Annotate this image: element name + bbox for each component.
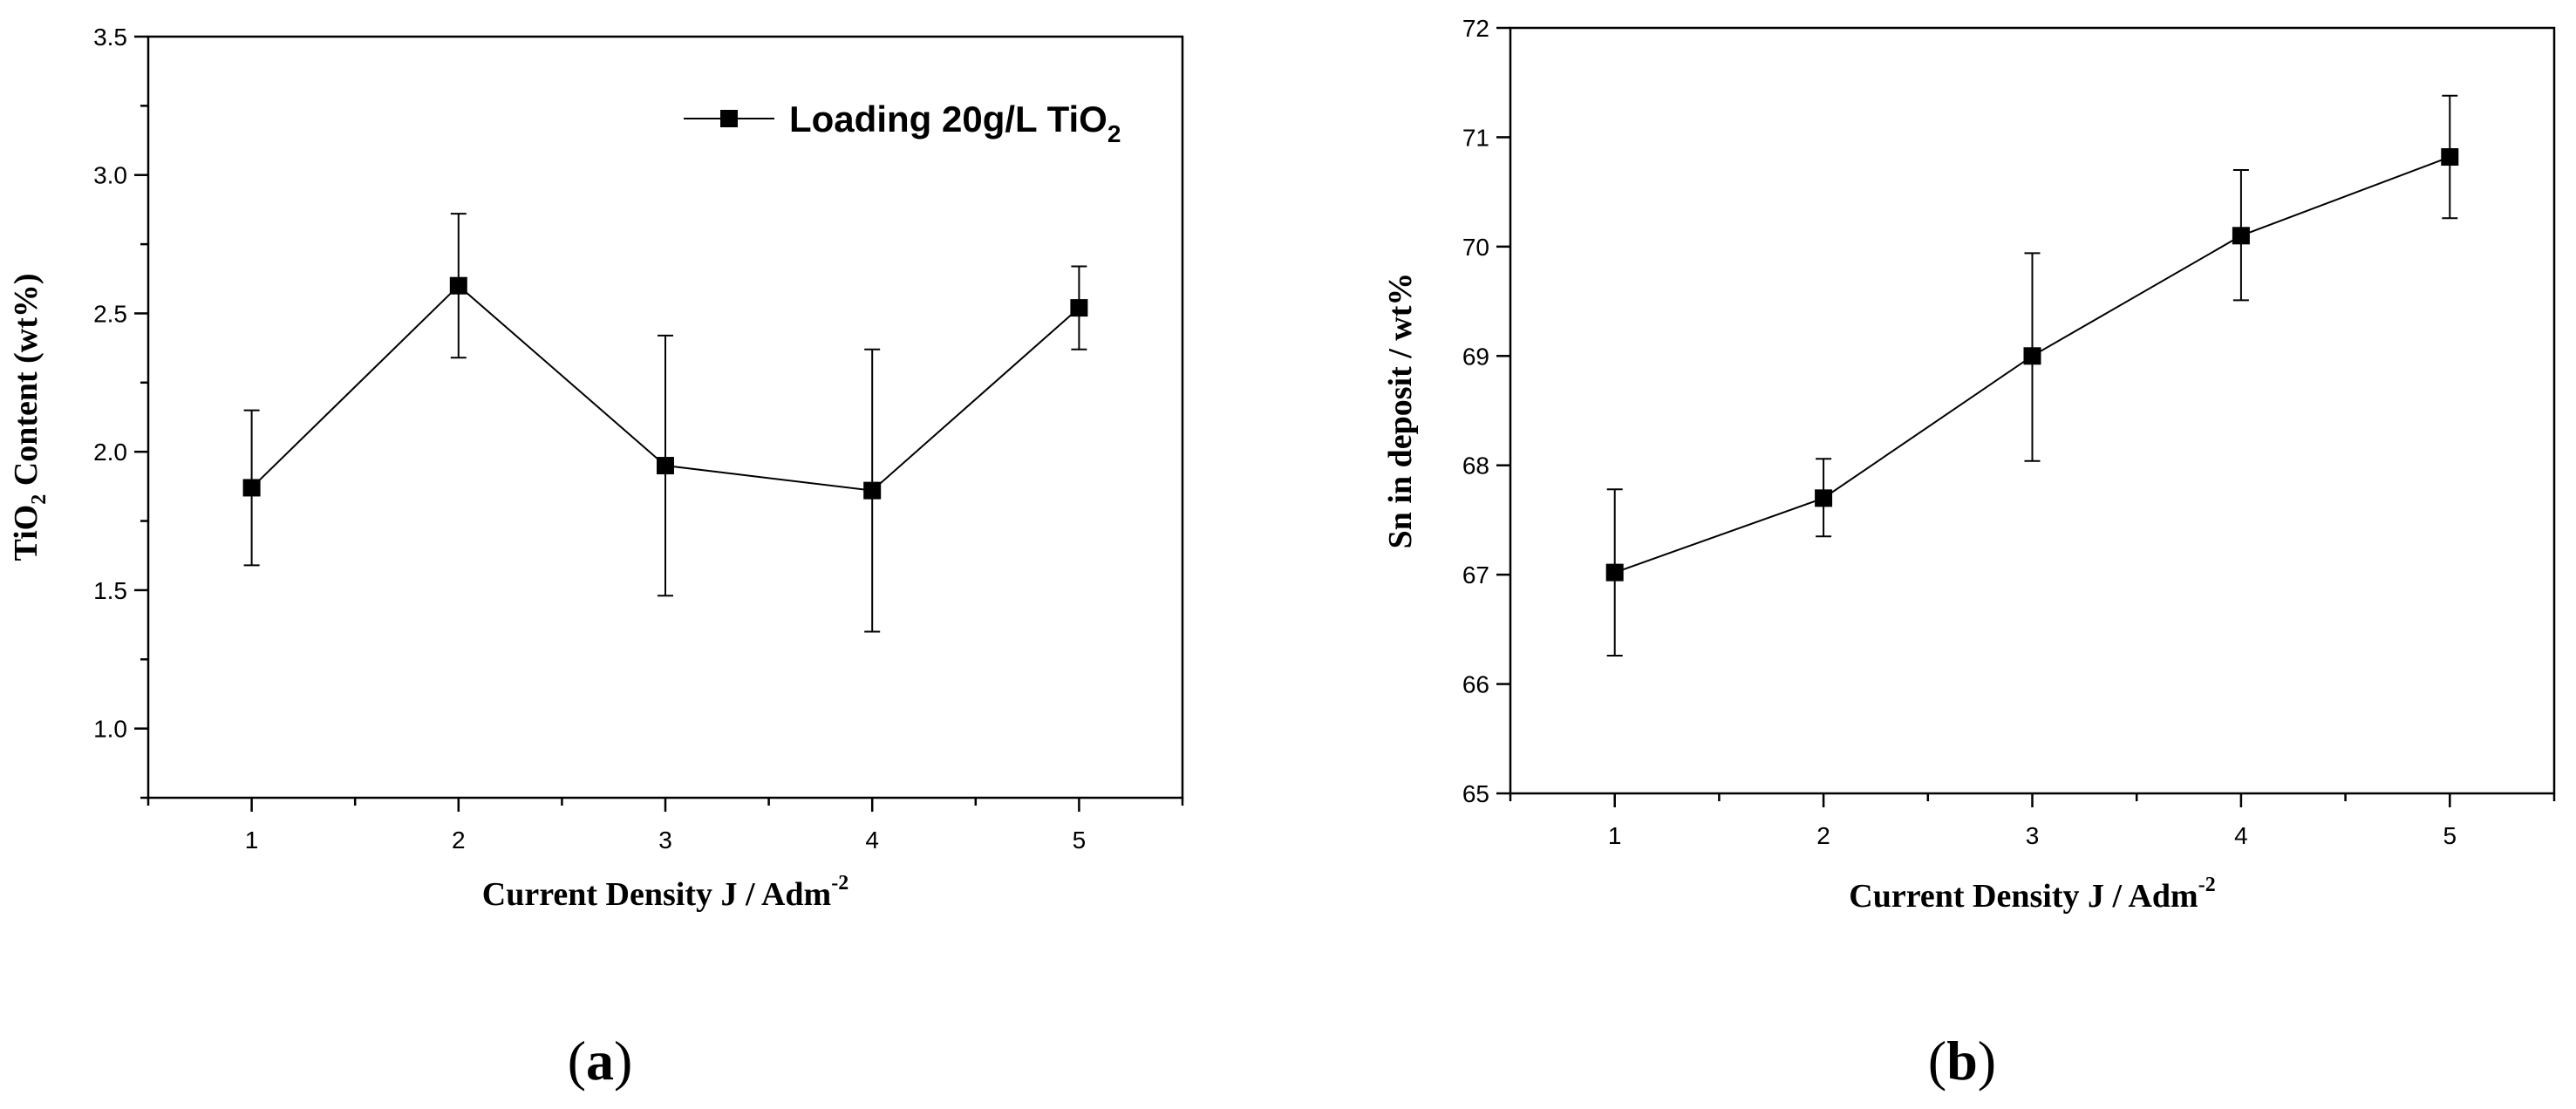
y-axis-title: TiO2 Content (wt%) — [8, 273, 51, 561]
data-point-marker — [1605, 563, 1624, 582]
x-tick-label: 1 — [1608, 822, 1622, 849]
x-tick-label: 2 — [1816, 822, 1830, 849]
y-tick-label: 72 — [1462, 15, 1489, 42]
caption-close-paren: ) — [1978, 1030, 1996, 1092]
x-tick-label: 5 — [2443, 822, 2457, 849]
x-tick-label: 1 — [245, 827, 259, 854]
x-tick-label: 2 — [452, 827, 466, 854]
y-axis-title-suffix: Content (wt%) — [8, 273, 44, 493]
panel-b-chart: 1 2 3 4 5 65 66 67 68 69 70 71 72 Current Density J /… — [1382, 15, 2556, 1092]
data-point-marker — [1815, 489, 1833, 507]
data-point-marker — [1070, 299, 1088, 317]
x-axis-title-text: Current Density J / Adm — [482, 876, 831, 913]
x-tick-label: 3 — [658, 827, 672, 854]
x-axis-title: Current Density J / Adm-2 — [1849, 874, 2215, 915]
panel-a-chart: 1 2 3 4 5 1.0 1.5 2.0 2.5 3.0 3.5 Loading 20g/L TiO… — [8, 24, 1184, 1092]
x-axis-title-text: Current Density J / Adm — [1849, 878, 2198, 915]
data-point-marker — [657, 457, 674, 475]
legend-label: Loading 20g/L TiO2 — [789, 99, 1121, 147]
x-tick-label: 4 — [865, 827, 879, 854]
x-tick-label: 4 — [2234, 822, 2248, 849]
y-tick-label: 3.0 — [93, 162, 127, 189]
caption-letter: b — [1946, 1030, 1978, 1092]
y-tick-label: 66 — [1462, 671, 1489, 698]
data-point-marker — [2441, 148, 2459, 167]
legend-label-subscript: 2 — [1107, 120, 1121, 147]
x-axis-title-superscript: -2 — [2198, 874, 2216, 896]
data-point-marker — [2023, 347, 2041, 365]
y-axis-title: Sn in deposit / wt% — [1382, 273, 1419, 549]
x-axis-title-superscript: -2 — [831, 872, 848, 895]
data-point-marker — [449, 276, 467, 295]
y-axis-title-text: Sn in deposit / wt% — [1382, 273, 1419, 549]
data-point-marker — [863, 481, 882, 500]
data-point-marker — [242, 479, 261, 497]
panel-caption: (b) — [1928, 1030, 1996, 1092]
y-tick-label: 1.0 — [93, 716, 127, 743]
y-tick-label: 3.5 — [93, 24, 127, 51]
legend-label-text: Loading 20g/L TiO — [789, 99, 1107, 139]
y-tick-label: 71 — [1462, 124, 1489, 151]
x-axis-title: Current Density J / Adm-2 — [482, 872, 848, 913]
y-tick-label: 65 — [1462, 780, 1489, 807]
caption-open-paren: ( — [1928, 1030, 1946, 1092]
caption-open-paren: ( — [568, 1030, 586, 1092]
y-axis-title-subscript: 2 — [28, 494, 51, 505]
x-tick-label: 5 — [1073, 827, 1087, 854]
y-tick-label: 2.5 — [93, 300, 127, 327]
y-tick-label: 67 — [1462, 561, 1489, 589]
y-tick-label: 68 — [1462, 452, 1489, 480]
x-tick-label: 3 — [2026, 822, 2040, 849]
caption-letter: a — [586, 1030, 614, 1092]
panel-caption: (a) — [568, 1030, 633, 1092]
y-axis-title-text: TiO — [8, 505, 44, 561]
data-point-marker — [2232, 227, 2250, 245]
caption-close-paren: ) — [614, 1030, 632, 1092]
y-tick-label: 69 — [1462, 343, 1489, 370]
legend-marker — [720, 110, 738, 127]
y-tick-label: 1.5 — [93, 577, 127, 604]
y-tick-label: 70 — [1462, 234, 1489, 261]
y-tick-label: 2.0 — [93, 439, 127, 466]
legend: Loading 20g/L TiO2 — [684, 99, 1121, 147]
